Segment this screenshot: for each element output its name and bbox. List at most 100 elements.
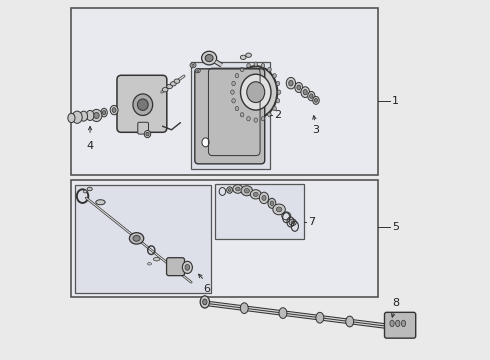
FancyBboxPatch shape [195,69,265,164]
Ellipse shape [192,64,194,66]
Ellipse shape [96,200,105,205]
Ellipse shape [250,190,261,199]
Ellipse shape [174,79,180,83]
Bar [71,8,378,175]
Ellipse shape [295,82,303,93]
Ellipse shape [167,84,172,89]
Ellipse shape [137,99,148,111]
Ellipse shape [153,257,160,261]
Text: 5: 5 [392,222,399,231]
Ellipse shape [102,111,106,115]
Text: 2: 2 [274,111,281,121]
Ellipse shape [245,53,251,57]
Ellipse shape [273,107,276,111]
Ellipse shape [241,186,252,196]
Ellipse shape [240,55,246,59]
Ellipse shape [308,91,315,101]
Ellipse shape [254,118,258,122]
Ellipse shape [196,69,199,72]
Ellipse shape [286,77,295,89]
Ellipse shape [147,262,151,265]
FancyBboxPatch shape [117,75,167,132]
Ellipse shape [195,68,200,73]
Ellipse shape [80,111,88,121]
Ellipse shape [228,189,231,192]
Ellipse shape [401,320,406,327]
Text: 3: 3 [313,126,319,135]
Ellipse shape [68,113,75,123]
Ellipse shape [247,63,250,68]
Ellipse shape [200,296,210,308]
Ellipse shape [162,87,168,92]
Ellipse shape [72,111,82,123]
Ellipse shape [91,109,102,122]
Bar [71,180,378,297]
Ellipse shape [313,96,319,104]
Ellipse shape [234,66,277,118]
Ellipse shape [86,111,94,121]
Ellipse shape [273,204,285,215]
Ellipse shape [241,74,271,110]
Ellipse shape [244,189,249,193]
Text: 1: 1 [392,96,399,106]
Ellipse shape [254,62,258,66]
Ellipse shape [202,138,209,147]
Ellipse shape [144,131,151,138]
Ellipse shape [227,187,232,193]
Text: 6: 6 [203,284,210,294]
Text: 4: 4 [87,140,94,150]
FancyBboxPatch shape [167,258,185,276]
Ellipse shape [112,108,116,112]
Ellipse shape [316,312,324,323]
Ellipse shape [101,108,107,117]
Ellipse shape [146,132,149,136]
Ellipse shape [277,90,281,94]
Ellipse shape [346,316,354,327]
Ellipse shape [289,219,296,226]
Ellipse shape [240,303,248,314]
Ellipse shape [110,105,118,115]
Ellipse shape [390,320,394,327]
Ellipse shape [235,107,239,111]
Bar [74,185,211,293]
Ellipse shape [273,73,276,78]
Ellipse shape [279,308,287,319]
Ellipse shape [315,99,318,102]
Ellipse shape [289,80,293,86]
Ellipse shape [171,82,176,86]
Ellipse shape [395,320,400,327]
Ellipse shape [247,117,250,121]
Ellipse shape [259,192,269,204]
Ellipse shape [203,299,207,305]
Ellipse shape [236,187,240,191]
Ellipse shape [276,207,282,212]
Ellipse shape [291,221,294,224]
Ellipse shape [253,192,258,197]
Ellipse shape [232,99,235,103]
Ellipse shape [190,63,196,68]
Ellipse shape [87,187,92,191]
Text: 7: 7 [308,217,315,228]
Ellipse shape [310,94,313,98]
Ellipse shape [240,113,244,117]
Ellipse shape [232,81,235,86]
Bar [191,62,270,169]
Ellipse shape [133,235,140,241]
Ellipse shape [201,51,217,65]
Bar [215,184,304,239]
Ellipse shape [297,85,301,90]
FancyBboxPatch shape [385,312,416,338]
Ellipse shape [129,233,144,244]
Ellipse shape [268,113,271,117]
Ellipse shape [182,261,193,274]
Ellipse shape [185,265,190,270]
FancyBboxPatch shape [138,122,148,134]
Ellipse shape [268,67,271,72]
Ellipse shape [83,190,87,193]
Ellipse shape [247,82,265,103]
Ellipse shape [270,201,274,206]
Ellipse shape [231,90,234,94]
Ellipse shape [262,195,266,201]
Ellipse shape [261,63,265,68]
Ellipse shape [261,117,265,121]
